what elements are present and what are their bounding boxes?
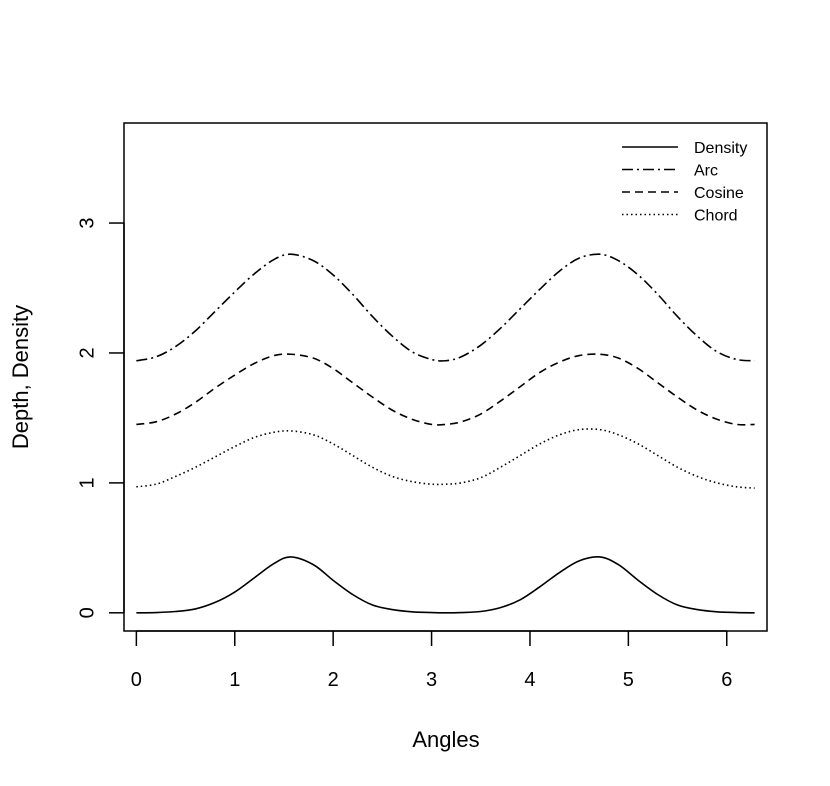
legend-label-chord: Chord — [694, 208, 738, 225]
legend-label-arc: Arc — [694, 163, 718, 180]
legend-label-cosine: Cosine — [694, 185, 744, 202]
legend-label-density: Density — [694, 140, 747, 157]
series-line-arc — [136, 253, 755, 362]
x-axis-title: Angles — [412, 727, 479, 752]
y-tick-label: 2 — [76, 347, 98, 358]
y-axis: 0 1 2 3 — [76, 217, 125, 618]
x-tick-label: 4 — [524, 669, 535, 691]
y-axis-title: Depth, Density — [8, 305, 33, 449]
series-line-density — [136, 556, 755, 614]
plot-frame — [123, 122, 768, 632]
series-line-chord — [136, 428, 755, 489]
y-tick-label: 3 — [76, 217, 98, 228]
legend: Density Arc Cosine Chord — [622, 140, 747, 225]
x-tick-label: 5 — [623, 669, 634, 691]
x-axis: 0 1 2 3 4 5 6 — [131, 630, 732, 691]
x-tick-label: 6 — [721, 669, 732, 691]
x-tick-label: 2 — [328, 669, 339, 691]
x-tick-label: 0 — [131, 669, 142, 691]
series-line-cosine — [136, 353, 755, 426]
x-tick-label: 3 — [426, 669, 437, 691]
x-tick-label: 1 — [229, 669, 240, 691]
y-tick-label: 0 — [76, 607, 98, 618]
series-layer — [136, 253, 755, 614]
y-tick-label: 1 — [76, 477, 98, 488]
